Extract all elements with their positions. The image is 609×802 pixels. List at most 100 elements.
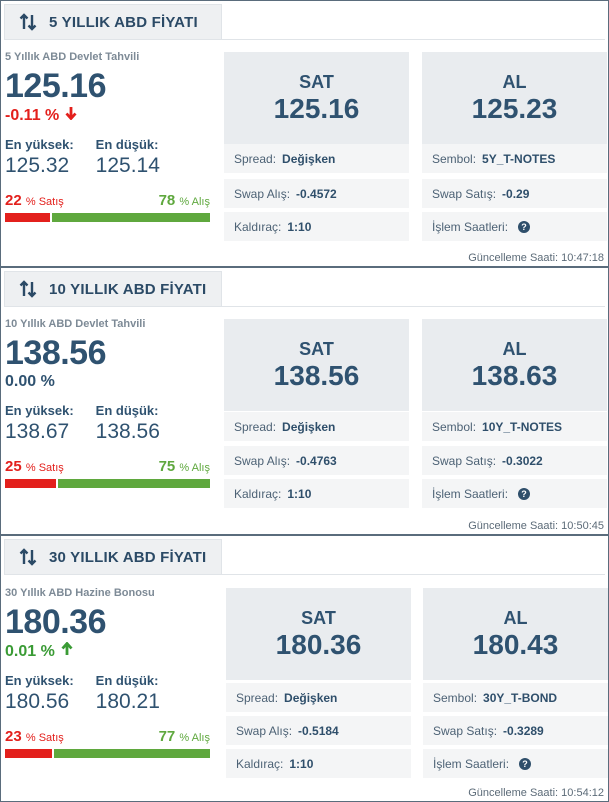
price-change-value: 0.01 % bbox=[5, 642, 55, 660]
sell-price-button[interactable]: SAT 138.56 bbox=[224, 319, 409, 411]
leverage-value: 1:10 bbox=[287, 219, 312, 234]
buy-price: 125.23 bbox=[471, 92, 558, 124]
low-label: En düşük: bbox=[95, 403, 159, 418]
symbol-value: 30Y_T-BOND bbox=[483, 690, 558, 705]
sell-sentiment: 25 % Satış bbox=[5, 458, 64, 475]
panel-tab[interactable]: 5 YILLIK ABD FİYATI bbox=[4, 4, 222, 40]
sell-price: 138.56 bbox=[273, 359, 360, 391]
leverage-label: Kaldıraç: bbox=[234, 486, 282, 501]
sell-label-heading: SAT bbox=[301, 607, 336, 628]
tab-divider bbox=[222, 574, 605, 575]
instrument-name: 30 Yıllık ABD Hazine Bonosu bbox=[5, 587, 155, 599]
update-label: Güncelleme Saati: bbox=[468, 787, 559, 799]
low-value: 125.14 bbox=[95, 154, 160, 177]
sentiment-bar bbox=[5, 749, 210, 758]
sell-percent: 23 bbox=[5, 728, 22, 745]
update-time: Güncelleme Saati: 10:54:12 bbox=[468, 787, 604, 799]
update-time: Güncelleme Saati: 10:47:18 bbox=[468, 252, 604, 264]
price-panel: 30 YILLIK ABD FİYATI 30 Yıllık ABD Hazin… bbox=[0, 535, 609, 802]
sentiment-bar bbox=[5, 479, 210, 488]
buy-label: % Alış bbox=[179, 196, 210, 208]
panel-title: 30 YILLIK ABD FİYATI bbox=[49, 548, 207, 566]
symbol-row: Sembol: 5Y_T-NOTES bbox=[422, 144, 607, 173]
swap-buy-value: -0.4572 bbox=[296, 186, 337, 201]
swap-sell-label: Swap Satış: bbox=[433, 723, 498, 738]
swap-buy-row: Swap Alış: -0.4763 bbox=[224, 446, 409, 475]
sell-price: 180.36 bbox=[275, 628, 362, 660]
buy-percent: 77 bbox=[158, 728, 176, 745]
swap-buy-value: -0.5184 bbox=[298, 723, 339, 738]
sentiment-labels: 25 % Satış 75 % Alış bbox=[5, 458, 210, 475]
buy-label: % Alış bbox=[179, 462, 210, 474]
trading-hours-label: İşlem Saatleri: bbox=[433, 756, 510, 771]
low-label: En düşük: bbox=[95, 137, 159, 152]
spread-value: Değişken bbox=[282, 151, 336, 166]
spread-label: Spread: bbox=[234, 419, 277, 434]
panel-title: 5 YILLIK ABD FİYATI bbox=[49, 13, 198, 31]
trading-hours-row: İşlem Saatleri: ? bbox=[422, 212, 607, 241]
trading-hours-row: İşlem Saatleri: ? bbox=[422, 479, 607, 508]
question-circle-icon[interactable]: ? bbox=[518, 220, 531, 233]
spread-row: Spread: Değişken bbox=[226, 683, 411, 712]
price-summary: 30 Yıllık ABD Hazine Bonosu 180.36 0.01 … bbox=[5, 587, 210, 758]
update-time-value: 10:47:18 bbox=[561, 252, 604, 264]
update-time-value: 10:54:12 bbox=[561, 787, 604, 799]
swap-sell-label: Swap Satış: bbox=[432, 186, 497, 201]
swap-arrows-icon bbox=[19, 280, 39, 298]
trading-hours-label: İşlem Saatleri: bbox=[432, 219, 509, 234]
trading-hours-row: İşlem Saatleri: ? bbox=[423, 749, 608, 778]
price-change: -0.11 % bbox=[5, 106, 210, 125]
swap-sell-value: -0.3289 bbox=[503, 723, 544, 738]
spread-value: Değişken bbox=[284, 690, 338, 705]
symbol-label: Sembol: bbox=[432, 151, 477, 166]
sentiment-labels: 22 % Satış 78 % Alış bbox=[5, 192, 210, 209]
swap-buy-value: -0.4763 bbox=[296, 453, 337, 468]
current-price: 125.16 bbox=[5, 67, 107, 105]
price-panel: 10 YILLIK ABD FİYATI 10 Yıllık ABD Devle… bbox=[0, 267, 609, 535]
sell-label-heading: SAT bbox=[299, 71, 334, 92]
sell-percent: 22 bbox=[5, 192, 22, 209]
update-label: Güncelleme Saati: bbox=[468, 252, 559, 264]
panel-tab[interactable]: 30 YILLIK ABD FİYATI bbox=[4, 539, 222, 575]
price-change-value: -0.11 % bbox=[5, 106, 60, 124]
question-circle-icon[interactable]: ? bbox=[519, 757, 532, 770]
update-time: Güncelleme Saati: 10:50:45 bbox=[468, 520, 604, 532]
panel-tab[interactable]: 10 YILLIK ABD FİYATI bbox=[4, 271, 222, 307]
trading-hours-label: İşlem Saatleri: bbox=[432, 486, 509, 501]
buy-sentiment: 78 % Alış bbox=[159, 192, 210, 209]
buy-price-button[interactable]: AL 138.63 bbox=[422, 319, 607, 411]
sell-price: 125.16 bbox=[273, 92, 360, 124]
sell-price-button[interactable]: SAT 125.16 bbox=[224, 52, 409, 144]
buy-price: 180.43 bbox=[472, 628, 559, 660]
swap-buy-label: Swap Alış: bbox=[236, 723, 293, 738]
buy-percent: 75 bbox=[158, 458, 176, 475]
spread-row: Spread: Değişken bbox=[224, 412, 409, 441]
low-value: 180.21 bbox=[95, 690, 160, 713]
high-low: En yüksek: 180.56 En düşük: 180.21 bbox=[5, 673, 210, 714]
buy-price-button[interactable]: AL 125.23 bbox=[422, 52, 607, 144]
buy-percent: 78 bbox=[158, 192, 176, 209]
leverage-value: 1:10 bbox=[289, 756, 314, 771]
high-low: En yüksek: 138.67 En düşük: 138.56 bbox=[5, 403, 210, 444]
swap-buy-label: Swap Alış: bbox=[234, 453, 291, 468]
low-label: En düşük: bbox=[95, 673, 159, 688]
price-change-value: 0.00 % bbox=[5, 373, 55, 390]
swap-sell-value: -0.3022 bbox=[502, 453, 543, 468]
buy-bar bbox=[54, 749, 210, 758]
question-circle-icon[interactable]: ? bbox=[518, 487, 531, 500]
spread-value: Değişken bbox=[282, 419, 336, 434]
buy-price: 138.63 bbox=[471, 359, 558, 391]
price-summary: 5 Yıllık ABD Devlet Tahvili 125.16 -0.11… bbox=[5, 51, 210, 222]
buy-price-button[interactable]: AL 180.43 bbox=[423, 588, 608, 680]
symbol-value: 10Y_T-NOTES bbox=[482, 419, 563, 434]
swap-arrows-icon bbox=[19, 13, 39, 31]
high-value: 125.32 bbox=[5, 154, 70, 177]
update-label: Güncelleme Saati: bbox=[468, 520, 559, 532]
tab-divider bbox=[222, 39, 605, 40]
swap-sell-row: Swap Satış: -0.29 bbox=[422, 179, 607, 208]
update-time-value: 10:50:45 bbox=[561, 520, 604, 532]
high-label: En yüksek: bbox=[5, 673, 74, 688]
swap-sell-row: Swap Satış: -0.3289 bbox=[423, 716, 608, 745]
sell-price-button[interactable]: SAT 180.36 bbox=[226, 588, 411, 680]
high-label: En yüksek: bbox=[5, 137, 74, 152]
